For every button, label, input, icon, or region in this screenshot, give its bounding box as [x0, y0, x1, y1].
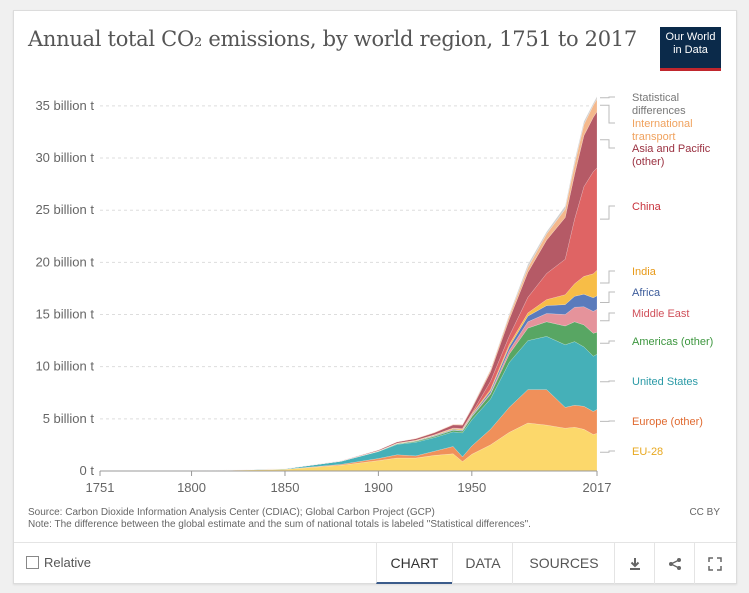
area-international-transport	[99, 98, 598, 472]
source-text: Source: Carbon Dioxide Information Analy…	[28, 507, 435, 518]
source-note: Source: Carbon Dioxide Information Analy…	[28, 507, 531, 531]
area-asia-and-pacific-other-	[99, 110, 598, 472]
area-africa	[99, 293, 598, 472]
share-icon	[669, 557, 681, 570]
fullscreen-button[interactable]	[694, 543, 735, 584]
series-label: United States	[632, 376, 699, 388]
x-tick-label: 2017	[583, 480, 612, 495]
y-tick-label: 35 billion t	[35, 98, 94, 113]
relative-toggle[interactable]: Relative	[26, 555, 91, 570]
series-label: Asia and Pacific (other)	[632, 143, 711, 168]
label-connector	[600, 96, 615, 99]
x-tick-label: 1850	[271, 480, 300, 495]
y-tick-label: 0 t	[80, 463, 95, 478]
label-connector	[600, 291, 615, 303]
y-tick-label: 15 billion t	[35, 307, 94, 322]
y-tick-label: 5 billion t	[43, 411, 95, 426]
label-connector	[600, 450, 615, 453]
x-tick-label: 1800	[177, 480, 206, 495]
label-connector	[600, 340, 615, 344]
tab-data[interactable]: DATA	[452, 543, 513, 584]
tab-sources[interactable]: SOURCES	[512, 543, 615, 584]
label-connector	[600, 205, 615, 220]
download-icon	[630, 557, 640, 570]
tab-chart[interactable]: CHART	[376, 543, 452, 584]
area-statistical-differences	[99, 96, 598, 472]
label-connector	[600, 270, 615, 284]
area-india	[99, 269, 598, 472]
x-tick-label: 1751	[86, 480, 115, 495]
series-label: Americas (other)	[632, 336, 713, 348]
label-connector	[600, 312, 615, 322]
label-connector	[600, 380, 615, 383]
stacked-area-chart: 0 t 5 billion t 10 billion t 15 billion t 20…	[35, 92, 713, 495]
area-united-states	[99, 336, 598, 472]
chart-footer-bar: Relative CHART DATA SOURCES	[14, 542, 736, 584]
download-button[interactable]	[614, 543, 655, 584]
license-label[interactable]: CC BY	[689, 507, 720, 518]
series-label: EU-28	[632, 446, 663, 458]
series-label: Europe (other)	[632, 416, 703, 428]
series-label: International transport	[632, 118, 693, 143]
y-tick-label: 25 billion t	[35, 202, 94, 217]
share-button[interactable]	[654, 543, 695, 584]
chart-card: Annual total CO₂ emissions, by world reg…	[13, 10, 737, 584]
series-label: Statistical differences	[632, 92, 686, 117]
series-label: India	[632, 266, 657, 278]
label-connector	[600, 139, 615, 149]
area-china	[99, 167, 598, 472]
x-tick-label: 1900	[364, 480, 393, 495]
area-americas-other-	[99, 321, 598, 472]
relative-checkbox[interactable]	[26, 556, 39, 569]
series-label: Africa	[632, 287, 661, 299]
y-tick-label: 20 billion t	[35, 254, 94, 269]
y-tick-label: 30 billion t	[35, 150, 94, 165]
owid-logo[interactable]: Our World in Data	[660, 27, 721, 71]
logo-line-2: in Data	[673, 44, 708, 56]
area-middle-east	[99, 306, 598, 472]
logo-line-1: Our World	[665, 31, 716, 43]
note-text: Note: The difference between the global …	[28, 519, 531, 530]
fullscreen-icon	[708, 556, 722, 571]
chart-title: Annual total CO₂ emissions, by world reg…	[28, 27, 637, 51]
relative-label: Relative	[44, 555, 91, 570]
series-label: China	[632, 201, 662, 213]
label-connector	[600, 104, 615, 124]
series-label: Middle East	[632, 308, 689, 320]
x-tick-label: 1950	[457, 480, 486, 495]
y-tick-label: 10 billion t	[35, 359, 94, 374]
